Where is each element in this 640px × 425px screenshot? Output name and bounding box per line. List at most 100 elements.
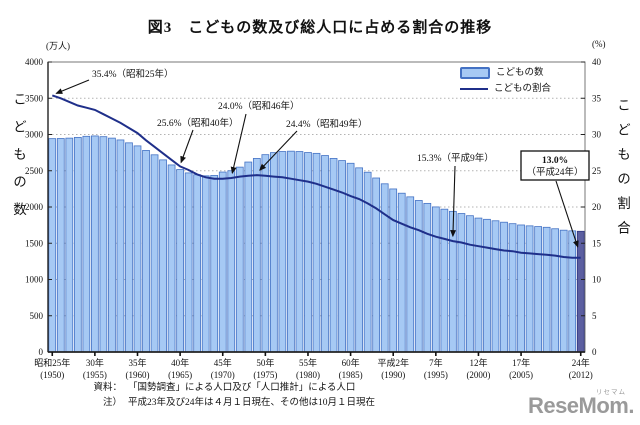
svg-text:35年: 35年 [128, 357, 146, 368]
bar-2009 [551, 228, 560, 353]
svg-text:(2000): (2000) [466, 370, 490, 380]
chart-legend: こどもの数 こどもの割合 [460, 67, 551, 99]
bar-1984 [338, 160, 346, 353]
svg-text:40年: 40年 [171, 357, 189, 368]
bar-2010 [559, 229, 568, 353]
legend-label-count: こどもの数 [496, 67, 544, 78]
svg-text:1500: 1500 [25, 238, 44, 248]
bar-1973 [244, 161, 253, 353]
annotation-arrow [230, 113, 247, 174]
svg-text:(1995): (1995) [424, 370, 448, 380]
bar-1957 [108, 137, 116, 353]
bar-1963 [159, 159, 167, 353]
bar-1986 [355, 167, 363, 353]
remark-text: 平成23年及び24年は４月１日現在、その他は10月１日現在 [128, 397, 376, 408]
right-axis-title: こどもの割合 [615, 98, 630, 245]
bar-2004 [508, 223, 517, 353]
svg-text:(1960): (1960) [126, 370, 150, 380]
bar-1969 [210, 175, 219, 353]
svg-text:(1970): (1970) [211, 370, 235, 380]
svg-text:(1990): (1990) [381, 370, 405, 380]
remark-label: 注） [102, 397, 122, 408]
bar-1964 [167, 164, 176, 353]
annotations: 35.4%（昭和25年） 25.6%（昭和40年） 24.0%（昭和46年） 24.4… [55, 68, 590, 248]
svg-text:(1950): (1950) [40, 370, 64, 380]
legend-item-ratio: こどもの割合 [460, 84, 551, 94]
legend-item-count: こどもの数 [460, 67, 551, 79]
svg-text:(1975): (1975) [253, 370, 277, 380]
bar-1960 [133, 145, 142, 353]
resemom-logo: リセマム ReseMom. [527, 386, 635, 419]
bar-1974 [252, 158, 261, 353]
footnotes: 資料： 「国勢調査」による人口及び「人口推計」による人口 注） 平成23年及び2… [84, 381, 375, 410]
source-text: 「国勢調査」による人口及び「人口推計」による人口 [128, 383, 356, 393]
svg-text:平成2年: 平成2年 [377, 357, 409, 368]
bar-1977 [278, 151, 287, 353]
svg-text:24年: 24年 [572, 357, 590, 368]
bar-1953 [73, 136, 82, 353]
svg-text:3000: 3000 [25, 130, 44, 140]
svg-text:3500: 3500 [25, 93, 44, 103]
svg-text:(2005): (2005) [509, 370, 533, 380]
legend-label-ratio: こどもの割合 [494, 84, 552, 94]
svg-text:45年: 45年 [214, 357, 232, 368]
bar-1967 [193, 174, 202, 353]
bar-1962 [150, 154, 159, 353]
svg-text:17年: 17年 [512, 357, 530, 368]
bar-1966 [184, 172, 193, 353]
bar-1989 [380, 183, 389, 353]
svg-text:35: 35 [592, 93, 602, 103]
bar-2011 [568, 230, 577, 353]
chart-title: 図3 こどもの数及び総人口に占める割合の推移 [147, 20, 493, 36]
bar-1988 [372, 177, 381, 353]
ratio-line [51, 94, 581, 259]
bar-1995 [431, 206, 440, 353]
left-axis-ticks: 0 500 1000 1500 2000 2500 3000 3500 4000 [25, 57, 52, 357]
svg-text:13.0%: 13.0% [542, 156, 568, 166]
svg-text:10: 10 [592, 275, 602, 285]
bar-1970 [218, 171, 227, 353]
left-axis-title: こどもの数 [11, 92, 26, 230]
svg-text:4000: 4000 [25, 57, 44, 67]
annotation-label: 24.4%（昭和49年） [286, 118, 368, 130]
svg-text:30: 30 [592, 130, 602, 140]
annotation-arrow [450, 165, 457, 238]
bar-1990 [389, 188, 398, 353]
annotation-box [520, 150, 590, 181]
bar-2002 [491, 220, 500, 353]
svg-text:0: 0 [592, 347, 597, 357]
bar-1992 [406, 196, 415, 353]
svg-text:20: 20 [592, 202, 602, 212]
svg-text:昭和25年: 昭和25年 [34, 357, 70, 368]
svg-text:7年: 7年 [429, 357, 443, 368]
annotation-label: 15.3%（平成9年） [417, 152, 494, 164]
svg-text:15: 15 [592, 238, 602, 248]
bar-1955 [91, 135, 99, 353]
svg-text:(2012): (2012) [569, 370, 593, 380]
bar-2001 [483, 218, 491, 353]
svg-text:500: 500 [30, 311, 44, 321]
bar-1961 [142, 150, 150, 353]
bar-2005 [517, 224, 525, 353]
bar-swatch-icon [460, 67, 490, 79]
bar-1965 [176, 169, 184, 353]
line-swatch-icon [460, 88, 488, 91]
bar-1972 [235, 166, 244, 353]
bar-1959 [125, 142, 133, 353]
annotation-arrow [259, 130, 298, 171]
svg-text:25: 25 [592, 166, 602, 176]
svg-text:2500: 2500 [25, 166, 44, 176]
source-label: 資料： [93, 383, 122, 393]
bar-2003 [500, 221, 508, 353]
bar-1978 [287, 150, 295, 353]
bar-1991 [397, 192, 406, 353]
annotation-arrow [555, 180, 579, 248]
svg-text:55年: 55年 [299, 357, 317, 368]
resemom-logo-text: ReseMom. [527, 393, 635, 418]
right-axis-ticks: 0 5 10 15 20 25 30 35 40 [581, 57, 602, 357]
bar-1979 [295, 151, 304, 353]
bar-1987 [363, 171, 372, 353]
svg-text:12年: 12年 [469, 357, 487, 368]
bar-1996 [440, 208, 449, 353]
annotation-arrow [180, 129, 194, 164]
